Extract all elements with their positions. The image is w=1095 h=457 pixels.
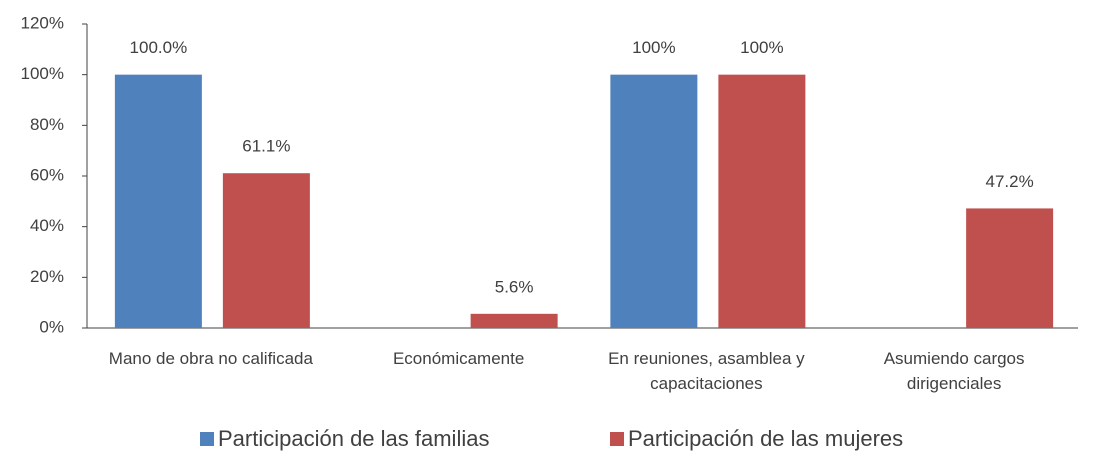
y-tick-label: 40% [30, 216, 64, 235]
value-label: 100% [632, 38, 675, 57]
y-tick-label: 20% [30, 267, 64, 286]
value-label: 100% [740, 38, 783, 57]
value-label: 47.2% [986, 172, 1034, 191]
y-tick-label: 0% [39, 317, 64, 336]
value-label: 61.1% [242, 137, 290, 156]
bar [966, 208, 1054, 328]
x-tick-label: Asumiendo cargos dirigenciales [883, 349, 1025, 393]
y-tick-label: 100% [21, 64, 64, 83]
bar [718, 74, 806, 329]
legend-swatch [610, 432, 624, 446]
value-label: 100.0% [130, 38, 188, 57]
bar [114, 74, 202, 329]
bar [610, 74, 698, 329]
x-tick-label: Mano de obra no calificada [108, 349, 313, 368]
legend-item: Participación de las mujeres [610, 426, 903, 452]
legend-swatch [200, 432, 214, 446]
value-label: 5.6% [495, 277, 534, 296]
legend-item: Participación de las familias [200, 426, 489, 452]
bar [222, 173, 310, 328]
bar [470, 313, 558, 328]
legend-label: Participación de las familias [218, 426, 490, 451]
legend-label: Participación de las mujeres [628, 426, 904, 451]
x-tick-label: En reuniones, asamblea y capacitaciones [608, 349, 805, 393]
y-tick-label: 120% [21, 13, 64, 32]
y-tick-label: 80% [30, 115, 64, 134]
y-tick-label: 60% [30, 165, 64, 184]
x-tick-label: Económicamente [392, 349, 525, 368]
